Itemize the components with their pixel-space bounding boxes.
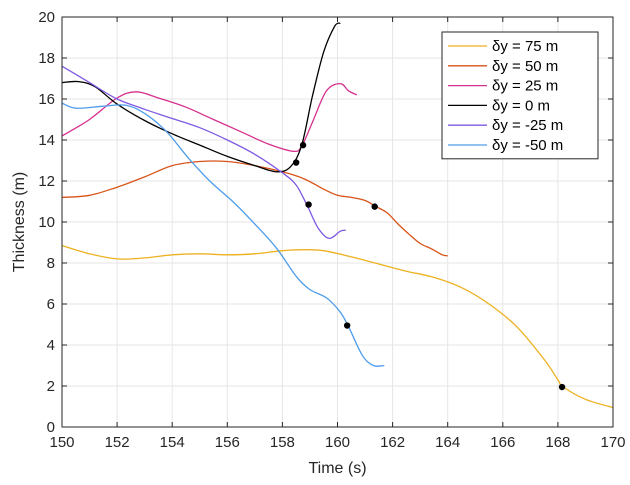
x-axis-ticks: 150 152 154 156 158 160 162 164 166 168 170: [49, 17, 626, 451]
event-marker: [292, 159, 300, 166]
x-tick-label: 152: [105, 434, 130, 451]
y-tick-label: 12: [38, 173, 55, 190]
y-tick-label: 18: [38, 50, 55, 67]
y-tick-label: 4: [47, 337, 55, 354]
x-tick-label: 162: [380, 434, 405, 451]
event-marker: [305, 201, 312, 208]
event-markers: [292, 141, 566, 391]
x-tick-label: 158: [270, 434, 295, 451]
x-axis-label: Time (s): [308, 460, 366, 477]
legend-entry: δy = 0 m: [492, 97, 550, 114]
y-tick-label: 20: [38, 9, 55, 26]
y-tick-label: 8: [47, 255, 55, 272]
x-tick-label: 150: [49, 434, 74, 451]
x-tick-label: 164: [435, 434, 460, 451]
x-tick-label: 156: [215, 434, 240, 451]
y-tick-label: 6: [47, 296, 55, 313]
event-marker: [299, 141, 307, 149]
x-tick-label: 166: [490, 434, 515, 451]
event-marker: [343, 322, 351, 329]
x-tick-label: 170: [600, 434, 625, 451]
y-tick-label: 2: [47, 378, 55, 395]
legend-entry: δy = 50 m: [492, 58, 558, 75]
legend-entry: δy = -50 m: [492, 137, 563, 154]
y-tick-label: 0: [47, 419, 55, 436]
legend-entry: δy = 75 m: [492, 38, 558, 55]
legend-box: [441, 31, 599, 160]
series-line-1: [61, 160, 448, 257]
legend-entry: δy = 25 m: [492, 78, 558, 95]
event-marker: [371, 203, 378, 210]
y-tick-label: 10: [38, 214, 55, 231]
series-line-4: [61, 65, 346, 240]
x-tick-label: 154: [160, 434, 185, 451]
x-tick-label: 160: [325, 434, 350, 451]
y-tick-label: 16: [38, 91, 55, 108]
legend: δy = 75 m δy = 50 m δy = 25 m δy = 0 m δy = …: [441, 31, 599, 160]
series-lines: [61, 22, 614, 409]
legend-entry: δy = -25 m: [492, 117, 563, 134]
event-marker: [558, 383, 566, 391]
series-line-3: [61, 22, 341, 173]
y-axis-ticks: 0 2 4 6 8 10 12 14 16 18 20: [38, 9, 613, 436]
y-tick-label: 14: [38, 132, 55, 149]
series-line-0: [61, 244, 614, 409]
y-axis-label: Thickness (m): [11, 172, 28, 272]
x-tick-label: 168: [545, 434, 570, 451]
series-line-2: [61, 82, 358, 153]
